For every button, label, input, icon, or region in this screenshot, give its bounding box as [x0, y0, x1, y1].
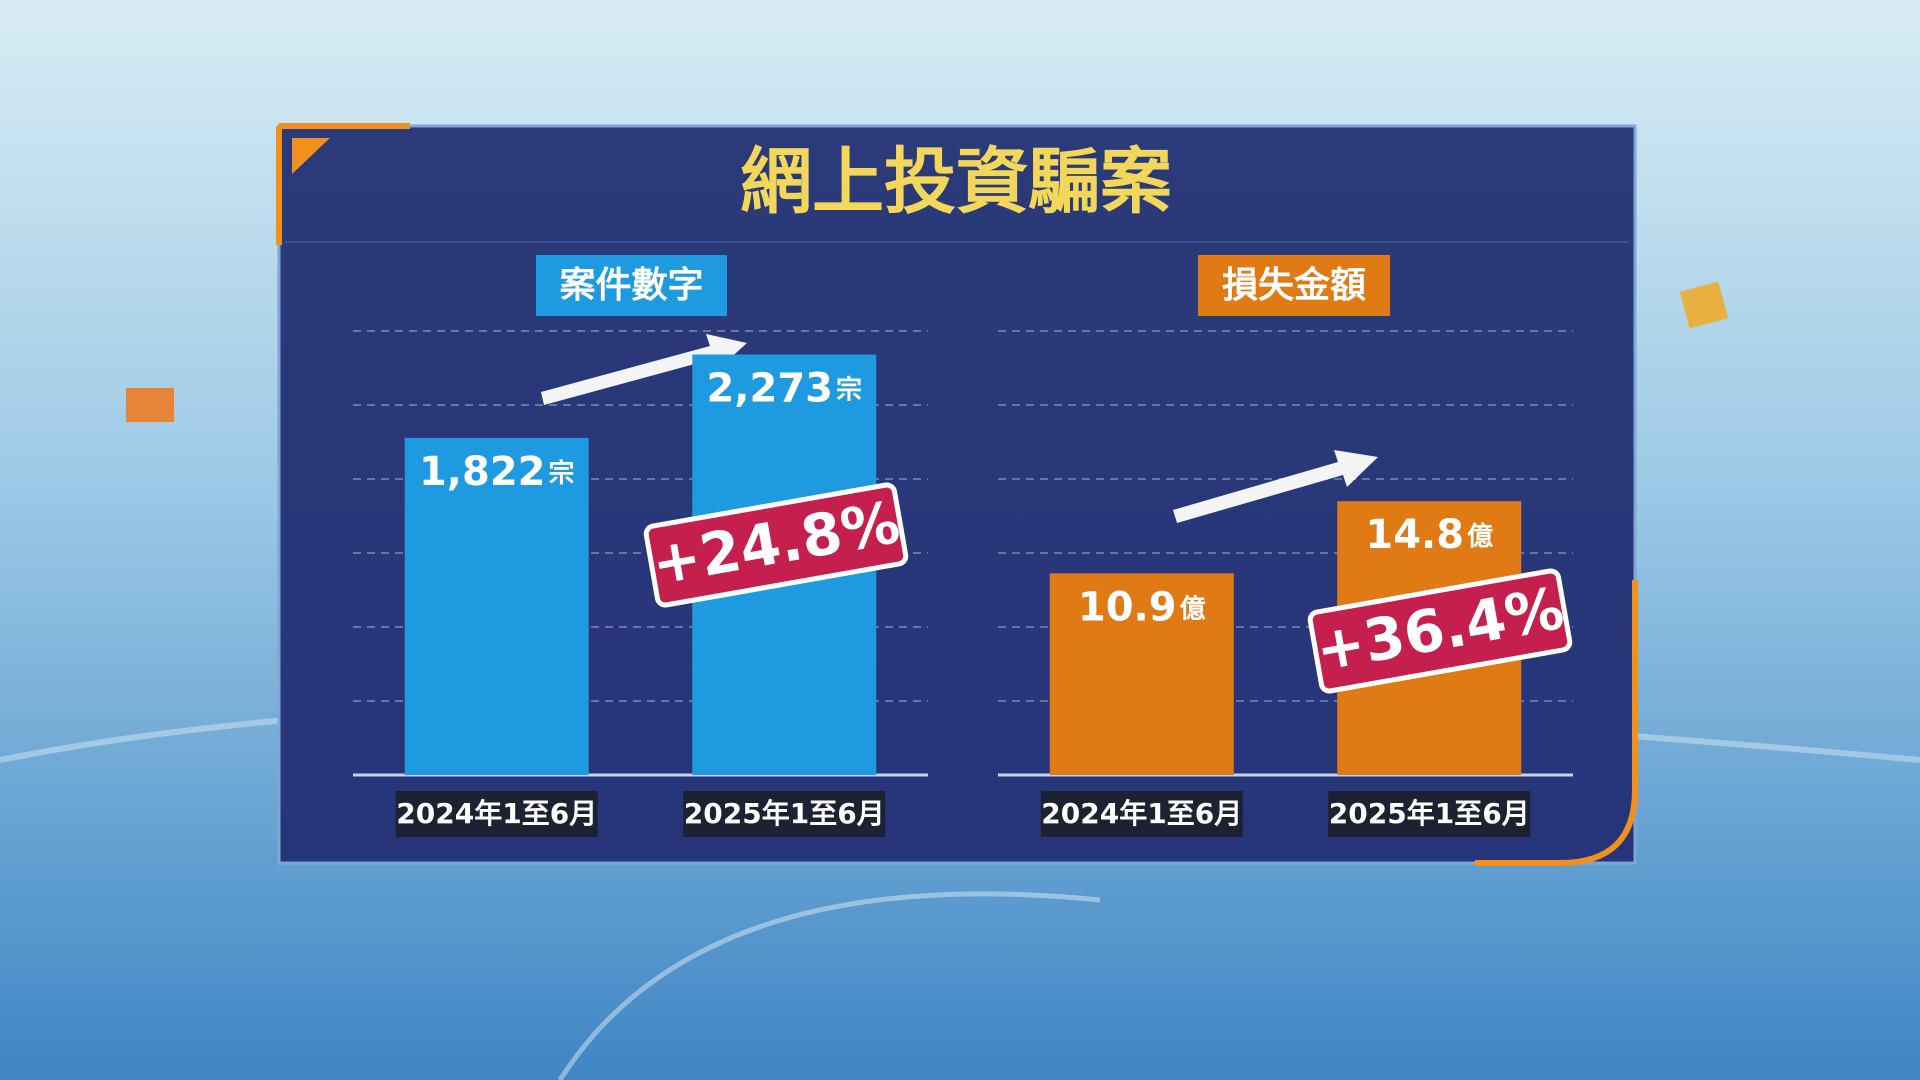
- trend-arrow: [541, 334, 1378, 523]
- subtitle-box: [1198, 255, 1390, 316]
- subtitle-box: [536, 255, 727, 316]
- badge-box: [1307, 568, 1573, 694]
- category-box: [1328, 791, 1531, 837]
- panel-accent: [276, 123, 410, 245]
- value-unit: 億: [1180, 594, 1206, 624]
- bar: [404, 437, 589, 775]
- x-tick-label: 2025年1至6月: [1329, 797, 1530, 830]
- value-number: 14.8: [1365, 512, 1464, 558]
- decor-arc: [557, 891, 1101, 1080]
- x-tick-label: 2024年1至6月: [396, 797, 597, 830]
- value-number: 10.9: [1078, 584, 1177, 630]
- x-tick-label: 2025年1至6月: [684, 797, 885, 830]
- bar: [1049, 573, 1234, 775]
- badge-box: [643, 482, 909, 608]
- x-tick-label: 2024年1至6月: [1041, 797, 1242, 830]
- value-number: 2,273: [706, 365, 833, 411]
- panel-corner: [292, 138, 330, 174]
- value-label: 1,822 宗: [419, 449, 575, 495]
- value-unit: 億: [1467, 522, 1493, 552]
- chart-subtitle: 損失金額: [1222, 264, 1366, 306]
- value-label: 14.8 億: [1365, 512, 1493, 558]
- value-label: 2,273 宗: [706, 365, 862, 411]
- panel-accent: [1475, 580, 1638, 866]
- value-number: 1,822: [419, 449, 546, 495]
- chart-subtitle: 案件數字: [559, 265, 703, 306]
- page-title: 網上投資騙案: [740, 140, 1172, 224]
- decor-cube: [1679, 281, 1729, 329]
- value-unit: 宗: [836, 374, 862, 405]
- category-box: [683, 791, 886, 837]
- value-unit: 宗: [549, 457, 575, 488]
- category-box: [1040, 791, 1243, 837]
- category-box: [395, 791, 598, 837]
- decor-cube: [126, 388, 174, 422]
- value-label: 10.9 億: [1078, 584, 1206, 630]
